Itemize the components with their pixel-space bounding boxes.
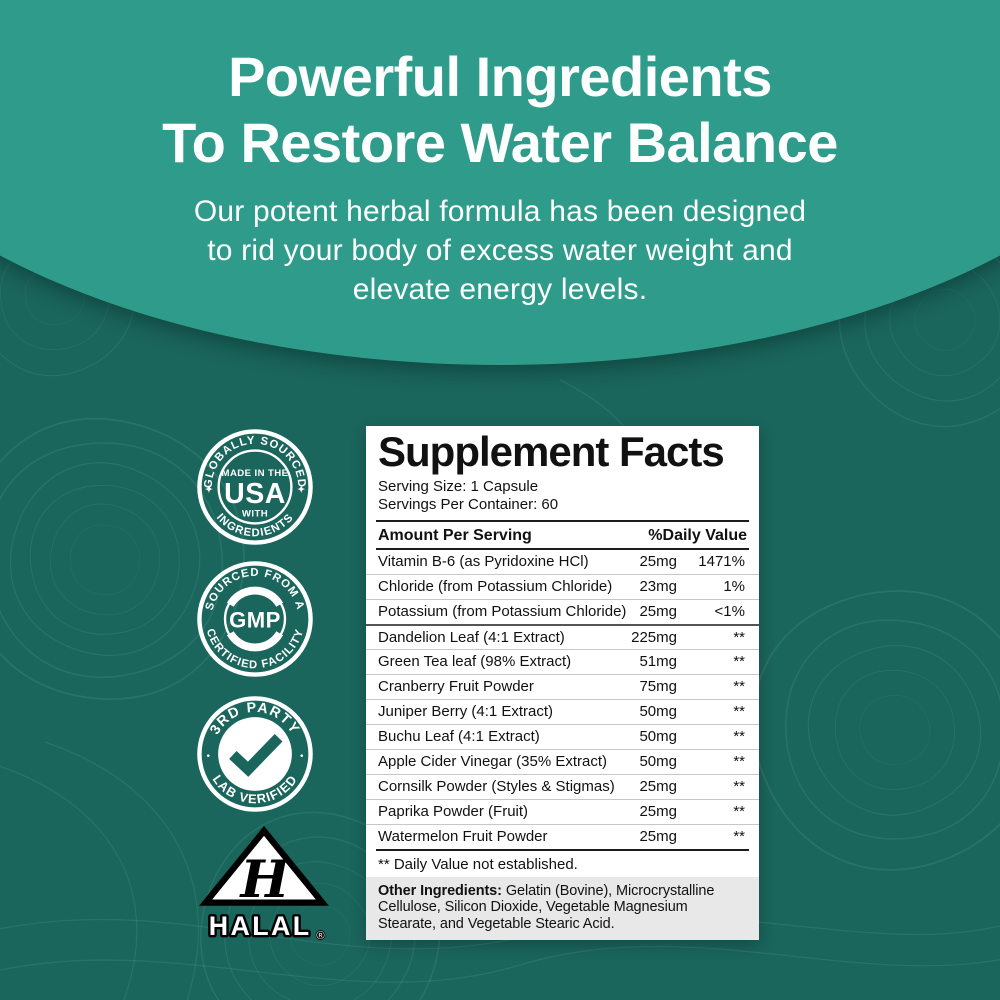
other-ingredients-box: Other Ingredients: Gelatin (Bovine), Mic… [366,876,759,940]
usa-badge-made-in: MADE IN THE [222,468,289,479]
ingredient-dv: ** [733,653,745,670]
ingredient-amount: 50mg [639,703,677,720]
badge-outer-ring-icon [197,429,313,545]
ingredient-name: Cornsilk Powder (Styles & Stigmas) [378,778,615,795]
other-ingredients-line3: Stearate, and Vegetable Stearic Acid. [378,915,615,932]
ingredient-row: Juniper Berry (4:1 Extract) 50mg ** [366,699,759,724]
ingredient-amount: 50mg [639,753,677,770]
ingredient-dv: 1471% [698,553,745,570]
ingredient-name: Paprika Powder (Fruit) [378,803,529,820]
hero-title-line2: To Restore Water Balance [162,111,838,174]
ingredient-amount: 23mg [639,578,677,595]
checkmark-icon [229,734,283,777]
ingredient-name: Potassium (from Potassium Chloride) [378,603,627,620]
ingredient-dv: 1% [723,578,745,595]
hero-subtitle-line3: elevate energy levels. [352,273,648,306]
dot-icon: • [207,750,210,760]
ingredient-row: Watermelon Fruit Powder 25mg ** [366,824,759,849]
gmp-emblem-bottom-arc-icon [226,631,284,652]
ingredient-name: Cranberry Fruit Powder [378,678,534,695]
ingredient-row: Cornsilk Powder (Styles & Stigmas) 25mg … [366,774,759,799]
ingredient-row: Chloride (from Potassium Chloride) 23mg … [366,574,759,599]
badge-outer-ring-icon [197,696,313,812]
ingredient-amount: 225mg [631,629,677,646]
ingredient-name: Dandelion Leaf (4:1 Extract) [378,629,565,646]
ingredient-dv: ** [733,753,745,770]
dot-icon: • [300,750,303,760]
ingredient-name: Buchu Leaf (4:1 Extract) [378,728,540,745]
badge-outer-ring-icon [197,561,313,677]
gmp-emblem-top-arc-icon [226,586,284,607]
divider [376,520,749,522]
other-ingredients-line2: Cellulose, Silicon Dioxide, Vegetable Ma… [378,899,688,915]
ingredient-amount: 50mg [639,728,677,745]
gmp-badge: SOURCED FROM A CERTIFIED FACILITY GMP [196,560,314,678]
ingredient-dv: ** [733,728,745,745]
ingredient-row: Green Tea leaf (98% Extract) 51mg ** [366,649,759,674]
halal-logo: H HALAL ® [197,824,331,943]
star-icon: ✦ [205,484,213,494]
daily-value-footnote: ** Daily Value not established. [376,849,749,880]
ingredient-dv: <1% [714,603,745,620]
ingredient-dv: ** [733,629,745,646]
ingredient-amount: 75mg [639,678,677,695]
divider [376,548,749,550]
serving-size: Serving Size: 1 Capsule [378,478,539,495]
hero-subtitle-line1: Our potent herbal formula has been desig… [193,195,807,228]
ingredient-name: Green Tea leaf (98% Extract) [378,653,572,670]
ingredient-row: Paprika Powder (Fruit) 25mg ** [366,799,759,824]
check-disc-icon [218,717,292,791]
ingredient-row: Potassium (from Potassium Chloride) 25mg… [366,599,759,624]
ingredient-name: Chloride (from Potassium Chloride) [378,578,613,595]
badge-inner-ring-icon [217,449,293,525]
ingredient-amount: 25mg [639,803,677,820]
ingredient-row: Buchu Leaf (4:1 Extract) 50mg ** [366,724,759,749]
servings-per-container: Servings Per Container: 60 [378,496,559,513]
ingredient-name: Vitamin B-6 (as Pyridoxine HCl) [378,553,589,570]
ingredient-amount: 25mg [639,828,677,845]
hero-text: Powerful Ingredients To Restore Water Ba… [0,44,1000,309]
ingredient-row: Apple Cider Vinegar (35% Extract) 50mg *… [366,749,759,774]
usa-badge-with: WITH [242,509,268,520]
ingredient-name: Apple Cider Vinegar (35% Extract) [378,753,607,770]
ingredient-amount: 51mg [639,653,677,670]
ingredient-amount: 25mg [639,603,677,620]
halal-triangle-icon [199,825,329,906]
ingredient-name: Juniper Berry (4:1 Extract) [378,703,554,720]
column-header-amount: Amount Per Serving [378,527,532,544]
ingredient-dv: ** [733,778,745,795]
ingredient-name: Watermelon Fruit Powder [378,828,548,845]
ingredient-row: Vitamin B-6 (as Pyridoxine HCl) 25mg 147… [366,550,759,574]
other-ingredients-label: Other Ingredients: [378,882,502,899]
usa-made-badge: GLOBALLY SOURCED INGREDIENTS ✦ ✦ MADE IN… [196,428,314,546]
supplement-facts-panel: Supplement Facts Serving Size: 1 Capsule… [366,426,759,940]
ingredient-amount: 25mg [639,553,677,570]
lab-verified-badge: 3RD PARTY LAB VERIFIED • • [196,695,314,813]
ingredient-row: Dandelion Leaf (4:1 Extract) 225mg ** [366,624,759,649]
ingredient-dv: ** [733,703,745,720]
ingredient-dv: ** [733,803,745,820]
gmp-badge-gmp: GMP [229,607,281,632]
hero-title-line1: Powerful Ingredients [228,45,772,108]
ingredient-dv: ** [733,678,745,695]
ingredient-row: Cranberry Fruit Powder 75mg ** [366,674,759,699]
hero-subtitle-line2: to rid your body of excess water weight … [207,234,793,267]
usa-badge-usa: USA [224,478,286,510]
ingredient-amount: 25mg [639,778,677,795]
hero-banner [0,0,1000,365]
halal-monogram: H [239,849,292,910]
ingredient-dv: ** [733,828,745,845]
halal-label: HALAL [209,911,312,941]
column-header-daily-value: %Daily Value [648,527,747,544]
supplement-facts-title: Supplement Facts [378,428,725,475]
other-ingredients-line1: Gelatin (Bovine), Microcrystalline [501,882,715,899]
registered-mark-icon: ® [316,930,325,942]
star-icon: ✦ [297,484,305,494]
